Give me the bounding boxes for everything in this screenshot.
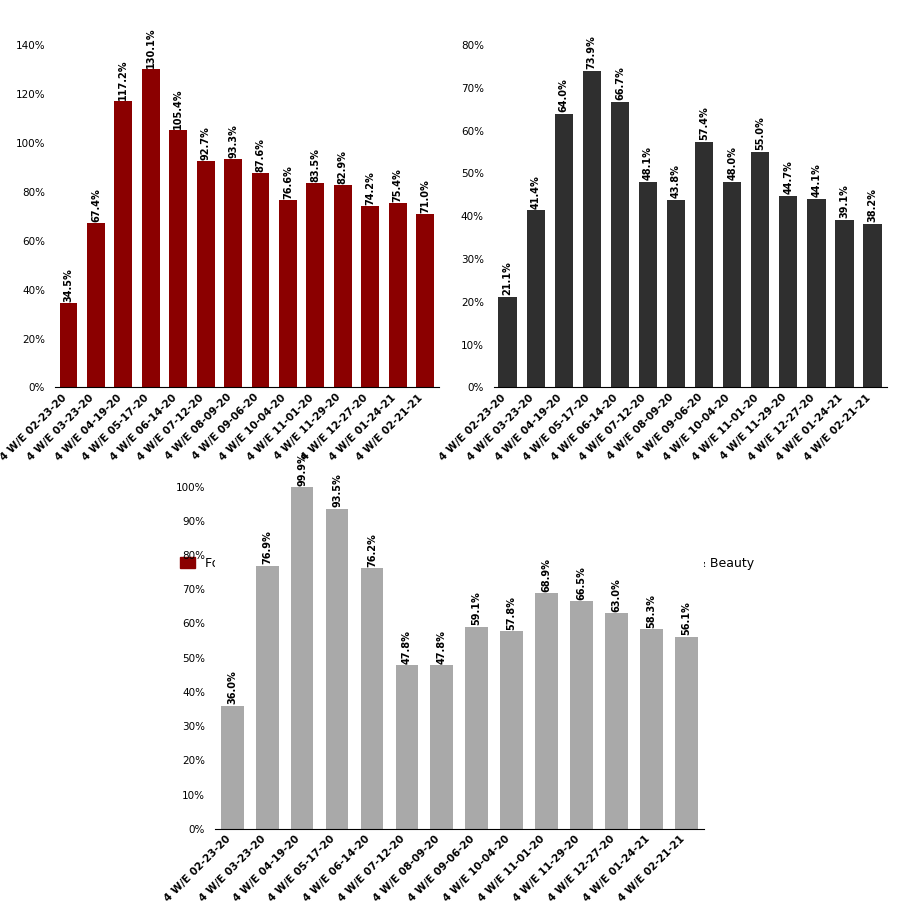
Bar (640, 629, 663, 829)
Text: 47.8%: 47.8% (437, 630, 447, 664)
Text: 43.8%: 43.8% (671, 164, 681, 198)
Bar (675, 637, 697, 829)
Bar (388, 203, 407, 387)
Text: 66.5%: 66.5% (577, 566, 587, 600)
Bar (835, 220, 854, 387)
Text: 34.5%: 34.5% (64, 268, 73, 302)
Bar (695, 141, 713, 387)
Bar (87, 223, 105, 387)
Bar (114, 101, 133, 387)
Legend: Food & Beverage: Food & Beverage (175, 551, 318, 575)
Bar (325, 509, 348, 829)
Bar (611, 102, 629, 387)
Bar (430, 665, 453, 829)
Text: 48.1%: 48.1% (643, 146, 653, 180)
Text: 21.1%: 21.1% (503, 261, 513, 296)
Bar (605, 614, 628, 829)
Text: 87.6%: 87.6% (256, 139, 265, 172)
Bar (639, 182, 657, 387)
Bar (256, 566, 279, 829)
Text: 59.1%: 59.1% (472, 591, 482, 625)
Text: 39.1%: 39.1% (839, 185, 849, 218)
Bar (536, 593, 558, 829)
Text: 117.2%: 117.2% (119, 59, 128, 100)
Bar (59, 303, 78, 387)
Text: 57.4%: 57.4% (699, 106, 709, 140)
Bar (667, 200, 686, 387)
Text: 66.7%: 66.7% (615, 67, 625, 100)
Text: 93.5%: 93.5% (332, 474, 342, 507)
Bar (334, 185, 352, 387)
Text: 76.2%: 76.2% (367, 532, 377, 567)
Bar (251, 173, 270, 387)
Bar (142, 69, 160, 387)
Bar (555, 114, 573, 387)
Bar (780, 196, 797, 387)
Text: 44.1%: 44.1% (812, 163, 822, 197)
Text: 76.9%: 76.9% (262, 531, 272, 564)
Text: 64.0%: 64.0% (558, 78, 569, 112)
Bar (570, 601, 593, 829)
Text: 47.8%: 47.8% (402, 630, 412, 664)
Bar (221, 705, 244, 829)
Text: 44.7%: 44.7% (783, 160, 793, 195)
Text: 93.3%: 93.3% (228, 124, 238, 159)
Text: 36.0%: 36.0% (228, 670, 238, 705)
Bar (751, 152, 770, 387)
Text: 130.1%: 130.1% (146, 28, 155, 68)
Text: 105.4%: 105.4% (174, 88, 183, 129)
Text: 57.8%: 57.8% (506, 596, 516, 630)
Text: 55.0%: 55.0% (755, 116, 765, 150)
Bar (583, 71, 600, 387)
Legend: Health & Beauty: Health & Beauty (621, 551, 760, 575)
Text: 82.9%: 82.9% (338, 150, 347, 184)
Bar (500, 631, 523, 829)
Text: 63.0%: 63.0% (611, 578, 622, 612)
Bar (416, 214, 434, 387)
Text: 38.2%: 38.2% (867, 188, 877, 223)
Bar (361, 206, 379, 387)
Text: 99.9%: 99.9% (297, 451, 307, 486)
Bar (291, 487, 314, 829)
Text: 75.4%: 75.4% (393, 168, 402, 202)
Bar (169, 130, 187, 387)
Bar (864, 224, 882, 387)
Text: 74.2%: 74.2% (366, 171, 375, 205)
Bar (306, 183, 324, 387)
Bar (526, 210, 545, 387)
Bar (723, 182, 741, 387)
Text: 58.3%: 58.3% (646, 594, 656, 628)
Bar (498, 297, 516, 387)
Bar (279, 200, 297, 387)
Text: 73.9%: 73.9% (587, 36, 597, 69)
Text: 71.0%: 71.0% (420, 179, 430, 213)
Bar (197, 160, 215, 387)
Text: 67.4%: 67.4% (91, 188, 101, 222)
Text: 92.7%: 92.7% (201, 126, 210, 159)
Text: 68.9%: 68.9% (542, 558, 552, 592)
Text: 41.4%: 41.4% (531, 175, 541, 208)
Bar (224, 159, 242, 387)
Text: 48.0%: 48.0% (728, 147, 738, 180)
Bar (807, 199, 825, 387)
Text: 56.1%: 56.1% (681, 602, 691, 635)
Text: 76.6%: 76.6% (283, 166, 292, 199)
Bar (361, 568, 383, 829)
Bar (465, 626, 488, 829)
Bar (396, 665, 419, 829)
Text: 83.5%: 83.5% (311, 149, 320, 182)
